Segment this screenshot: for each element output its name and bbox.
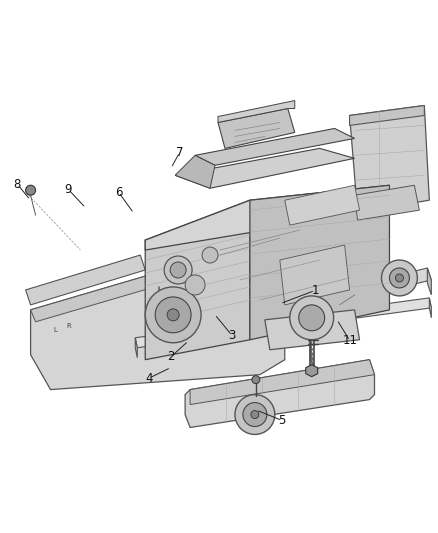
Text: 5: 5 xyxy=(279,414,286,427)
Polygon shape xyxy=(306,365,318,377)
Polygon shape xyxy=(190,360,374,405)
Text: 1: 1 xyxy=(311,284,319,297)
Polygon shape xyxy=(31,260,285,322)
Text: 2: 2 xyxy=(167,350,175,364)
Polygon shape xyxy=(250,185,389,340)
Circle shape xyxy=(299,305,325,331)
Circle shape xyxy=(164,256,192,284)
Polygon shape xyxy=(218,109,295,148)
Polygon shape xyxy=(357,268,431,297)
Text: R: R xyxy=(66,323,71,329)
Circle shape xyxy=(252,376,260,384)
Polygon shape xyxy=(350,106,424,125)
Circle shape xyxy=(389,268,410,288)
Text: 7: 7 xyxy=(176,146,184,159)
Polygon shape xyxy=(280,245,350,305)
Circle shape xyxy=(290,296,334,340)
Polygon shape xyxy=(145,200,250,360)
Polygon shape xyxy=(195,128,355,165)
Polygon shape xyxy=(265,310,360,350)
Polygon shape xyxy=(135,338,137,358)
Text: 8: 8 xyxy=(14,177,21,191)
Text: 3: 3 xyxy=(228,329,236,342)
Polygon shape xyxy=(175,148,355,188)
Circle shape xyxy=(235,394,275,434)
Circle shape xyxy=(202,247,218,263)
Circle shape xyxy=(167,309,179,321)
Text: 9: 9 xyxy=(65,183,72,196)
Text: 6: 6 xyxy=(115,185,122,199)
Polygon shape xyxy=(285,185,360,225)
Polygon shape xyxy=(350,106,429,212)
Circle shape xyxy=(251,410,259,418)
Text: 4: 4 xyxy=(145,372,153,385)
Circle shape xyxy=(185,275,205,295)
Polygon shape xyxy=(31,260,285,390)
Circle shape xyxy=(396,274,403,282)
Polygon shape xyxy=(185,360,374,427)
Circle shape xyxy=(155,297,191,333)
Text: 11: 11 xyxy=(343,334,357,348)
Circle shape xyxy=(170,262,186,278)
Polygon shape xyxy=(355,185,419,220)
Circle shape xyxy=(381,260,417,296)
Polygon shape xyxy=(135,298,431,348)
Circle shape xyxy=(243,402,267,426)
Polygon shape xyxy=(25,255,145,305)
Polygon shape xyxy=(175,155,215,188)
Circle shape xyxy=(25,185,35,195)
Polygon shape xyxy=(429,298,431,318)
Polygon shape xyxy=(218,101,295,123)
Polygon shape xyxy=(427,268,431,295)
Polygon shape xyxy=(145,185,389,250)
Circle shape xyxy=(145,287,201,343)
Text: L: L xyxy=(53,327,57,333)
